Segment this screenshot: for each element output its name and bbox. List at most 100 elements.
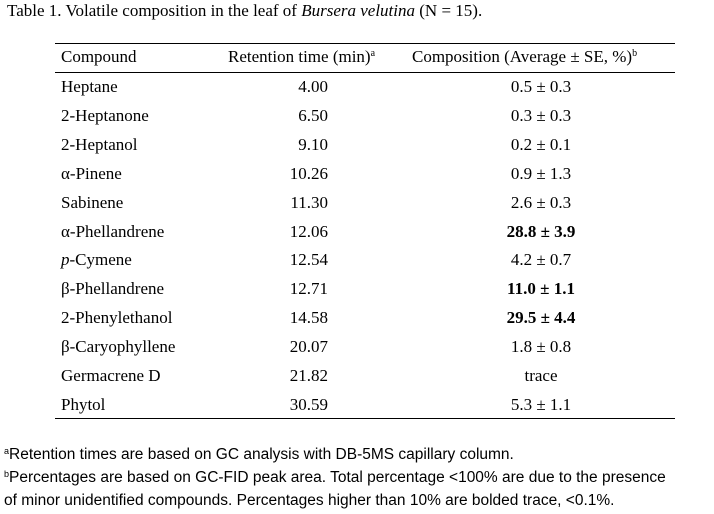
caption-suffix: (N = 15).	[415, 1, 483, 20]
table-row: Phytol 30.59 5.3 ± 1.1	[0, 390, 714, 419]
table-bottom-rule	[55, 418, 675, 419]
composition-cell: 0.3 ± 0.3	[411, 106, 671, 126]
table-row: Germacrene D 21.82 trace	[0, 361, 714, 390]
composition-cell: 29.5 ± 4.4	[411, 308, 671, 328]
composition-cell: 4.2 ± 0.7	[411, 250, 671, 270]
table-row: β-Caryophyllene 20.07 1.8 ± 0.8	[0, 332, 714, 361]
composition-cell: 0.5 ± 0.3	[411, 77, 671, 97]
composition-se: ± 1.1	[532, 394, 572, 414]
composition-cell: trace	[411, 366, 671, 386]
composition-average: 11.0	[507, 279, 536, 299]
compound-name: 2-Heptanone	[61, 105, 149, 125]
composition-se: ± 0.3	[532, 77, 572, 96]
header-retention: Retention time (min)a	[228, 47, 375, 67]
composition-se: ± 0.3	[532, 192, 572, 212]
compound-prefix-italic: p	[61, 250, 70, 270]
compound-cell: 2-Heptanone	[61, 106, 149, 126]
table-row: 2-Heptanone 6.50 0.3 ± 0.3	[0, 101, 714, 130]
composition-se: ± 0.3	[532, 105, 572, 125]
composition-se: ± 1.3	[532, 163, 572, 183]
footnote-a-mark: a	[4, 446, 10, 456]
compound-name: Phytol	[61, 394, 106, 414]
retention-time-cell: 20.07	[289, 337, 328, 357]
footnote-a-text: Retention times are based on GC analysis…	[9, 446, 514, 463]
retention-time-cell: 6.50	[298, 105, 328, 125]
composition-se: ± 3.9	[536, 221, 576, 241]
compound-cell: Germacrene D	[61, 366, 161, 386]
footnote-b: bPercentages are based on GC-FID peak ar…	[4, 469, 666, 487]
compound-cell: 2-Heptanol	[61, 135, 137, 155]
composition-se: ± 4.4	[536, 308, 576, 328]
compound-name: -Cymene	[69, 250, 132, 270]
composition-se: ± 0.8	[532, 337, 572, 357]
composition-average: 5.3	[510, 394, 533, 414]
compound-name: 2-Phenylethanol	[61, 308, 173, 328]
caption-prefix: Table 1. Volatile composition in the lea…	[7, 1, 302, 20]
table-row: Heptane 4.00 0.5 ± 0.3	[0, 72, 714, 101]
compound-name: β-Caryophyllene	[61, 337, 176, 357]
retention-time-cell: 21.82	[289, 366, 328, 385]
compound-name: Heptane	[61, 77, 118, 96]
compound-cell: p-Cymene	[61, 250, 132, 270]
header-composition: Composition (Average ± SE, %)b	[412, 47, 637, 67]
footnote-b-line2: of minor unidentified compounds. Percent…	[4, 492, 615, 509]
composition-cell: 11.0 ± 1.1	[411, 279, 671, 299]
compound-cell: 2-Phenylethanol	[61, 308, 172, 328]
header-composition-label: Composition (Average ± SE, %)	[412, 47, 633, 66]
composition-average: 4.2	[510, 250, 533, 270]
composition-average: 0.5	[510, 77, 533, 96]
compound-cell: β-Phellandrene	[61, 279, 164, 299]
composition-cell: 0.9 ± 1.3	[411, 164, 671, 184]
composition-average: 0.3	[510, 105, 533, 125]
retention-time-cell: 10.26	[289, 163, 328, 183]
composition-average: 0.2	[510, 134, 533, 154]
table-row: Sabinene 11.30 2.6 ± 0.3	[0, 188, 714, 217]
compound-name: α-Pinene	[61, 163, 122, 183]
compound-name: β-Phellandrene	[61, 279, 165, 299]
footnote-b-line1: Percentages are based on GC-FID peak are…	[9, 469, 666, 486]
table-row: α-Phellandrene 12.06 28.8 ± 3.9	[0, 217, 714, 246]
retention-time-cell: 12.54	[289, 250, 328, 270]
compound-name: Sabinene	[61, 192, 124, 212]
compound-cell: Heptane	[61, 77, 118, 97]
retention-time-cell: 4.00	[298, 77, 328, 96]
retention-time-cell: 14.58	[289, 308, 328, 328]
table-row: α-Pinene 10.26 0.9 ± 1.3	[0, 159, 714, 188]
header-retention-label: Retention time (min)	[228, 47, 371, 66]
composition-average: trace	[524, 366, 558, 385]
table-caption: Table 1. Volatile composition in the lea…	[7, 1, 482, 21]
composition-average: 1.8	[510, 337, 533, 357]
compound-cell: α-Pinene	[61, 164, 122, 184]
table-row: p-Cymene 12.54 4.2 ± 0.7	[0, 245, 714, 274]
compound-name: 2-Heptanol	[61, 134, 138, 154]
composition-cell: 5.3 ± 1.1	[411, 395, 671, 415]
compound-cell: α-Phellandrene	[61, 222, 164, 242]
retention-time-cell: 9.10	[298, 134, 328, 154]
composition-cell: 2.6 ± 0.3	[411, 193, 671, 213]
footnote-b-mark: b	[4, 469, 10, 479]
footnote-b-continued: of minor unidentified compounds. Percent…	[4, 492, 615, 510]
retention-time-cell: 12.71	[289, 279, 328, 299]
table-row: 2-Heptanol 9.10 0.2 ± 0.1	[0, 130, 714, 159]
composition-se: ± 0.1	[532, 134, 572, 154]
header-compound: Compound	[61, 47, 137, 66]
footnote-a: aRetention times are based on GC analysi…	[4, 446, 514, 464]
composition-average: 2.6	[510, 192, 533, 212]
composition-average: 0.9	[510, 163, 533, 183]
retention-time-cell: 12.06	[289, 221, 328, 241]
table-row: 2-Phenylethanol 14.58 29.5 ± 4.4	[0, 303, 714, 332]
composition-se: ± 0.7	[532, 250, 572, 270]
compound-cell: Phytol	[61, 395, 105, 415]
compound-cell: β-Caryophyllene	[61, 337, 175, 357]
composition-average: 29.5	[506, 308, 537, 328]
caption-species: Bursera velutina	[301, 1, 416, 20]
retention-time-cell: 11.30	[290, 192, 328, 212]
composition-cell: 1.8 ± 0.8	[411, 337, 671, 357]
composition-se: ± 1.1	[535, 279, 575, 299]
composition-cell: 28.8 ± 3.9	[411, 222, 671, 242]
compound-name: Germacrene D	[61, 366, 161, 385]
table-header-rule	[55, 72, 675, 73]
composition-cell: 0.2 ± 0.1	[411, 135, 671, 155]
compound-cell: Sabinene	[61, 193, 123, 213]
table-row: β-Phellandrene 12.71 11.0 ± 1.1	[0, 274, 714, 303]
